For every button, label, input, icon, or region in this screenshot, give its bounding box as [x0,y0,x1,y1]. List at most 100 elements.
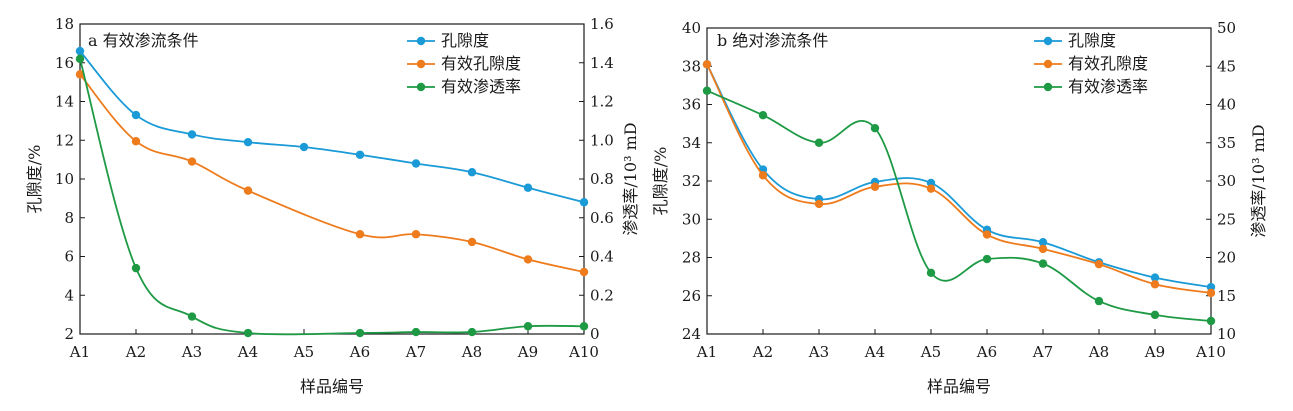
y2-tick-label: 35 [1217,134,1236,152]
data-point [187,130,197,139]
data-point [243,186,253,195]
y-tick-label: 28 [682,249,701,267]
data-point [702,86,712,95]
data-point [1094,259,1104,269]
legend-entry: 有效孔隙度 [1068,54,1148,73]
x-tick-label: A4 [237,343,258,361]
plot-frame [706,27,1212,335]
series-line-2 [706,89,1212,322]
x-tick-label: A10 [568,343,599,361]
data-point [1038,238,1048,247]
y2-tick-label: 0.8 [590,170,614,188]
x-tick-label: A1 [69,343,90,361]
data-point [1038,244,1048,254]
y2-axis-label: 渗透率/10³ mD [1249,124,1268,237]
legend-entry: 有效渗透率 [1068,77,1148,96]
data-point [411,327,421,337]
x-axis-label: 样品编号 [927,377,991,396]
data-point [467,327,477,337]
x-tick-label: A7 [1032,343,1053,361]
data-point [355,328,365,338]
data-point [1150,273,1160,282]
y2-tick-label: 40 [1217,96,1236,114]
y2-tick-label: 10 [1217,325,1236,343]
legend-entry: 有效孔隙度 [441,54,521,73]
data-point [243,137,253,147]
y-tick-label: 14 [55,93,74,111]
y2-tick-label: 0 [590,325,600,343]
y2-tick-label: 50 [1217,19,1236,37]
y2-tick-label: 15 [1217,287,1236,305]
data-point [523,255,533,264]
y-tick-label: 12 [55,131,74,149]
data-point [523,183,533,192]
data-point [814,138,824,147]
x-tick-label: A4 [864,343,885,361]
data-point [131,263,141,273]
data-point [1094,296,1104,306]
x-tick-label: A6 [976,343,997,361]
y-tick-label: 16 [55,54,74,72]
y-tick-label: 40 [682,19,701,37]
legend-marker [1043,36,1053,46]
y2-tick-label: 25 [1217,210,1236,228]
x-tick-label: A5 [920,343,941,361]
data-point [131,137,141,146]
y-tick-label: 38 [682,57,701,75]
data-point [75,70,85,79]
data-point [243,328,253,338]
data-point [523,322,533,331]
y-tick-label: 34 [682,134,701,152]
data-point [579,267,589,277]
data-point [814,199,824,209]
y2-tick-label: 1.6 [590,15,614,33]
series-line-0 [706,63,1212,289]
y2-tick-label: 1.4 [590,54,614,72]
data-point [131,110,141,120]
data-point [579,322,589,331]
y2-tick-label: 30 [1217,172,1236,190]
y-axis-label: 孔隙度/% [651,147,670,216]
data-point [758,171,768,180]
series-line-2 [79,58,585,336]
series-line-0 [79,50,585,204]
data-point [926,178,936,188]
y2-axis-label: 渗透率/10³ mD [621,122,640,235]
legend-marker [1043,82,1053,92]
panel-title: a 有效渗流条件 [88,31,199,50]
panel-title: b 绝对渗流条件 [717,31,828,50]
data-point [75,46,85,56]
panel-a-effective-flow: A1 A2 A3 A4 A5 A6 A7 A8 A9 A10 2 4 6 8 10 12 14 16 18 0 0.2 0… [25,15,640,396]
y-tick-label: 10 [55,170,74,188]
x-tick-label: A7 [405,343,426,361]
y-tick-label: 30 [682,210,701,228]
data-point [355,150,365,159]
x-tick-label: A2 [752,343,773,361]
data-point [467,168,477,177]
data-point [758,111,768,120]
data-point [411,230,421,239]
x-axis-label: 样品编号 [300,377,364,396]
y-tick-label: 4 [64,286,74,304]
data-point [926,268,936,277]
x-tick-label: A8 [461,343,482,361]
legend-marker [416,82,426,92]
y2-tick-label: 0.2 [590,286,614,304]
y-tick-label: 8 [64,209,74,227]
data-point [1206,282,1216,292]
data-point [75,54,85,64]
data-point [982,254,992,264]
legend-entry: 孔隙度 [1068,31,1116,50]
legend-entry: 有效渗透率 [441,77,521,96]
data-point [187,312,197,321]
x-tick-label: A5 [293,343,314,361]
y-tick-label: 2 [64,325,74,343]
data-point [411,159,421,168]
x-tick-label: A6 [349,343,370,361]
data-point [870,182,880,191]
series-line-1 [79,73,585,273]
data-point [1150,280,1160,289]
data-point [467,237,477,247]
series-line-1 [706,63,1212,294]
y2-tick-label: 45 [1217,57,1236,75]
